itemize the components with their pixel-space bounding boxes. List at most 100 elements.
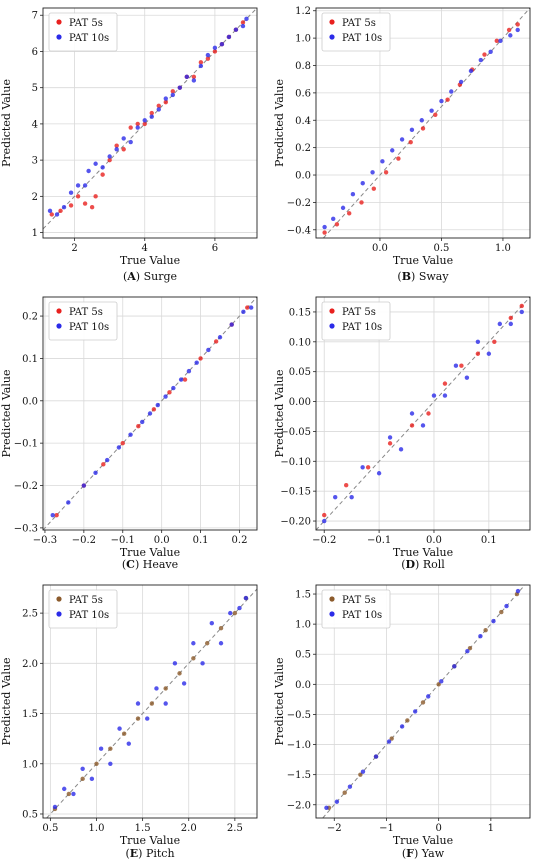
y-axis-label: Predicted Value [0,370,13,458]
y-tick-label: 0.5 [22,809,38,820]
x-tick-label: 2 [71,243,77,254]
data-point [449,89,454,94]
x-tick-label: −0.3 [33,535,57,546]
data-point [453,363,459,368]
data-point [468,68,474,74]
data-point [154,686,159,691]
x-tick-label: 6 [212,243,218,254]
data-point [408,139,413,145]
x-axis-label: True Value [120,254,180,267]
data-point [151,407,157,412]
caption-paren-close: ) [414,847,422,860]
data-point [475,339,481,345]
data-point [136,424,141,429]
series-pat-10s [322,27,520,230]
series-pat-5s [322,303,524,518]
data-point [145,716,150,721]
data-point [340,205,346,211]
caption-paren-open: ( [123,270,127,283]
data-point [68,190,74,195]
legend-marker [56,34,62,40]
x-axis-label: True Value [120,834,180,847]
data-point [429,108,434,113]
legend-marker [329,308,335,314]
x-tick-label: 0.0 [154,535,170,546]
data-point [380,159,385,164]
y-tick-label: −0.10 [280,457,311,468]
data-point [66,791,72,797]
data-point [218,641,224,646]
data-point [58,208,63,214]
data-point [182,377,188,382]
x-axis-label: True Value [120,546,180,559]
panel-caption: (F) Yaw [402,847,445,860]
data-point [213,339,219,344]
data-point [204,641,210,646]
data-point [101,462,106,467]
data-point [486,351,492,356]
data-point [504,603,509,609]
data-point [245,305,250,310]
data-point [80,776,85,782]
legend-box [321,301,391,341]
data-point [360,181,365,186]
data-point [342,790,347,795]
caption-paren-close: ) [415,558,423,571]
panel-caption: (B) Sway [397,270,449,283]
caption-paren-close: ) [135,558,143,571]
data-point [322,512,327,518]
data-point [508,315,513,321]
caption-paren-open: ( [402,847,406,860]
caption-name: Heave [143,558,178,571]
legend-marker [56,596,62,602]
data-point [52,804,58,810]
y-tick-label: 0.2 [22,312,38,323]
data-point [399,724,405,729]
series-pat-10s [324,588,521,810]
caption-paren-open: ( [401,558,405,571]
plot-frame [42,7,258,239]
data-point [89,205,95,210]
data-point [89,776,95,782]
legend-label: PAT 5s [69,595,103,606]
data-point [347,784,353,789]
data-point [433,112,438,117]
data-point [409,127,415,133]
data-point [399,137,405,142]
data-point [93,470,98,476]
data-point [218,625,224,631]
y-tick-label: 0.00 [289,397,311,408]
data-point [426,694,431,699]
x-tick-label: −0.1 [111,535,135,546]
y-axis-label: Predicted Value [273,370,286,458]
legend-marker [56,308,62,314]
data-point [436,682,441,687]
data-point [398,447,404,452]
plot-frame [42,584,258,819]
reference-line [42,296,258,531]
data-point [121,731,127,736]
chart-panel-pitch: 0.5 1.0 1.5 2.0 2.5 0.5 1.0 1.5 2.0 2.5 True Value… [0,584,258,860]
data-point [149,701,155,706]
caption-name: Roll [423,558,445,571]
data-point [212,49,218,54]
data-point [200,661,205,666]
data-point [155,402,160,408]
data-point [47,208,53,214]
data-point [371,186,377,191]
data-point [117,726,122,731]
legend-label: PAT 10s [342,33,382,44]
x-tick-label: 0.0 [372,243,388,254]
data-point [149,110,154,116]
data-point [426,411,431,416]
data-point [135,125,140,130]
data-point [167,390,172,395]
legend-label: PAT 5s [342,595,376,606]
chart-panel-heave: −0.3 −0.2 −0.1 0.0 0.1 0.2 −0.3 −0.2 −0.1 0.0 0.1 0… [0,296,258,571]
reference-line [42,7,258,230]
legend-marker [56,19,62,25]
data-point [107,157,112,163]
data-point [98,746,104,751]
caption-paren-close: ) [411,270,419,283]
